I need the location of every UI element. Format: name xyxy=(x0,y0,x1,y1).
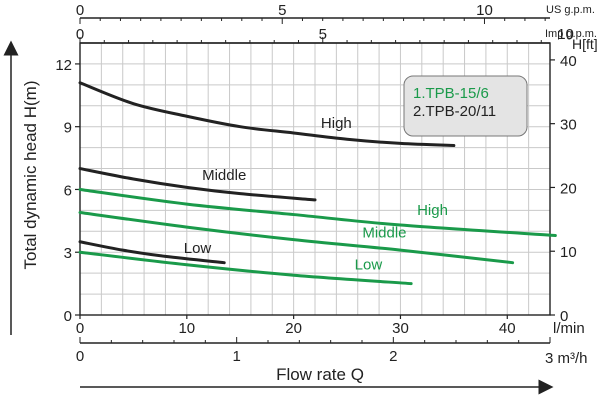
curve-label-2-tpb-20-11-low: Low xyxy=(184,240,212,257)
curve-2-tpb-20-11-high xyxy=(78,81,456,148)
curve-1-tpb-15-6-high xyxy=(78,187,557,237)
x-tick-label: 10 xyxy=(178,320,195,337)
imp-gpm-unit: Imp g.p.m. xyxy=(545,28,597,40)
curve-2-tpb-20-11-low xyxy=(78,240,226,265)
legend-item-tpb-15-6: 1.TPB-15/6 xyxy=(413,85,489,102)
y-right-tick-label: 0 xyxy=(560,308,568,325)
y-tick-label: 3 xyxy=(64,245,72,262)
performance-curves xyxy=(78,81,557,286)
y-axis-right: 0 10 20 30 40 xyxy=(550,53,577,325)
curve-label-1-tpb-15-6-high: High xyxy=(417,202,448,219)
curve-2-tpb-20-11-middle xyxy=(78,167,317,202)
lmin-unit: l/min xyxy=(553,320,585,337)
y-right-tick-label: 40 xyxy=(560,53,577,70)
curve-1-tpb-15-6-low xyxy=(78,250,413,286)
bottom-axes: 0 10 20 30 40 0 1 2 l/min 3 m³/h xyxy=(76,315,588,367)
m3h-tick-label: 0 xyxy=(76,348,84,365)
legend-box xyxy=(403,75,528,137)
us-gpm-tick-label: 0 xyxy=(76,2,84,19)
legend-item-tpb-20-11: 2.TPB-20/11 xyxy=(413,103,496,120)
y-right-tick-label: 20 xyxy=(560,180,577,197)
imp-gpm-tick-label: 10 xyxy=(557,26,574,43)
y-axis-title: Total dynamic head H(m) xyxy=(21,81,40,270)
m3h-tick-label: 1 xyxy=(232,348,240,365)
curve-label-2-tpb-20-11-high: High xyxy=(321,115,352,132)
top-axes: 0 5 10 0 5 10 US g.p.m. Imp g.p.m. xyxy=(76,2,597,44)
x-tick-label: 40 xyxy=(499,320,516,337)
curve-label-1-tpb-15-6-low: Low xyxy=(355,257,383,274)
m3h-unit: 3 m³/h xyxy=(545,350,588,367)
curve-1-tpb-15-6-middle xyxy=(78,210,515,265)
curve-labels: High Middle Low High Middle Low xyxy=(184,115,448,274)
curve-label-1-tpb-15-6-middle: Middle xyxy=(362,225,406,242)
m3h-tick-label: 2 xyxy=(389,348,397,365)
y-tick-label: 0 xyxy=(64,308,72,325)
us-gpm-unit: US g.p.m. xyxy=(546,4,595,16)
legend: 1.TPB-15/6 2.TPB-20/11 xyxy=(403,75,528,137)
x-tick-label: 20 xyxy=(285,320,302,337)
us-gpm-tick-label: 10 xyxy=(476,2,493,19)
curve-label-2-tpb-20-11-middle: Middle xyxy=(202,167,246,184)
us-gpm-tick-label: 5 xyxy=(278,2,286,19)
y-axis-left: 0 3 6 9 12 xyxy=(55,57,80,325)
ft-unit: H[ft] xyxy=(572,36,598,52)
x-tick-label: 30 xyxy=(392,320,409,337)
y-right-tick-label: 30 xyxy=(560,117,577,134)
y-right-tick-label: 10 xyxy=(560,244,577,261)
x-axis-title: Flow rate Q xyxy=(276,365,364,384)
grid xyxy=(80,43,550,315)
imp-gpm-tick-label: 0 xyxy=(76,26,84,43)
x-tick-label: 0 xyxy=(76,320,84,337)
y-tick-label: 6 xyxy=(64,182,72,199)
imp-gpm-tick-label: 5 xyxy=(319,26,327,43)
y-tick-label: 12 xyxy=(55,57,72,74)
y-tick-label: 9 xyxy=(64,120,72,137)
